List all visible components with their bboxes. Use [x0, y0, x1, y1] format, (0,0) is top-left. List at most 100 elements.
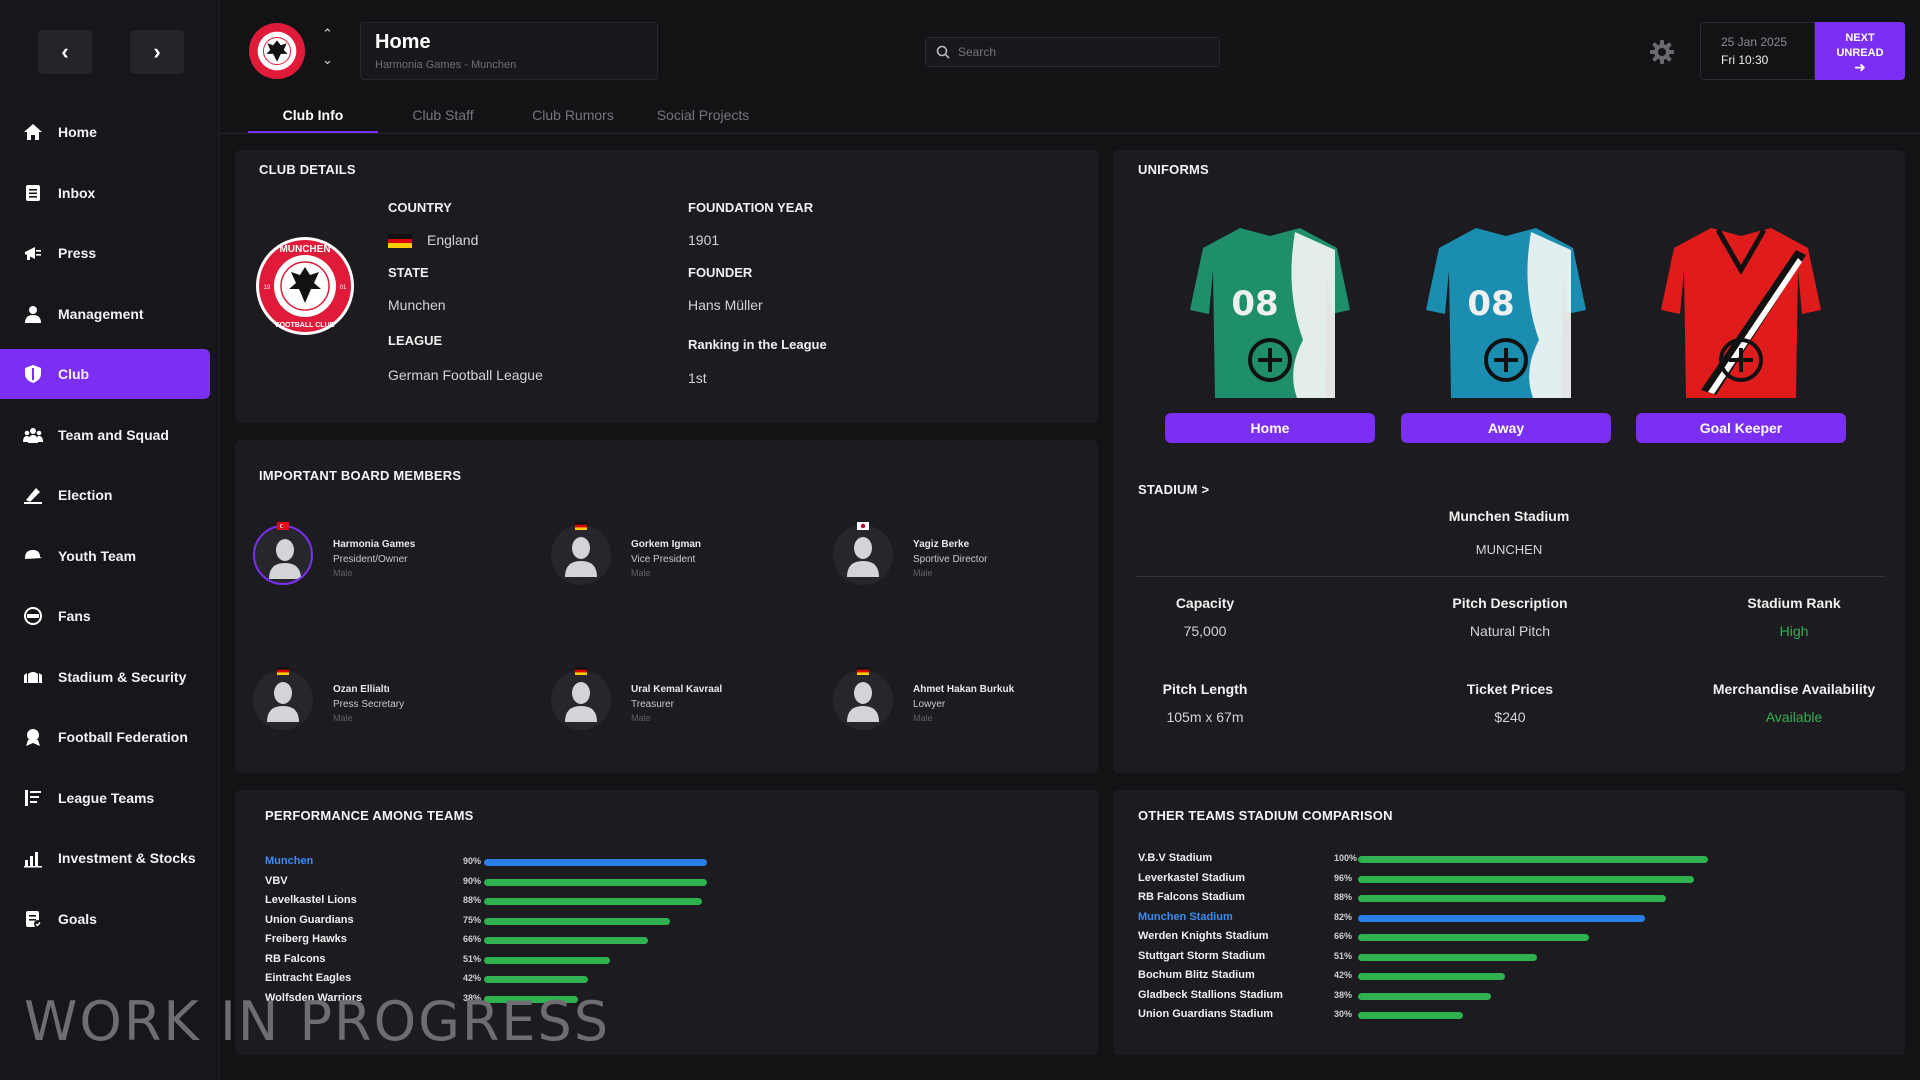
unread-label: UNREAD — [1836, 47, 1884, 59]
stadium-link[interactable]: STADIUM > — [1138, 482, 1210, 497]
stadium-comparison-panel: OTHER TEAMS STADIUM COMPARISON V.B.V Sta… — [1113, 790, 1905, 1055]
club-logo[interactable] — [248, 22, 306, 80]
sidebar-item-league-teams[interactable]: League Teams — [0, 773, 210, 823]
sidebar-item-label: Team and Squad — [58, 426, 169, 443]
member-name: Ozan Ellialtı — [333, 684, 390, 695]
stadium-stat-label: Capacity — [1175, 595, 1235, 611]
chart-icon — [22, 847, 44, 869]
federation-icon — [22, 726, 44, 748]
sidebar-item-goals[interactable]: Goals — [0, 894, 210, 944]
uniform-goal-keeper-button[interactable]: Goal Keeper — [1636, 413, 1846, 443]
board-member-card[interactable]: Harmonia Games President/Owner Male — [253, 522, 523, 595]
board-member-card[interactable]: Ozan Ellialtı Press Secretary Male — [253, 667, 523, 740]
sidebar-item-press[interactable]: Press — [0, 228, 210, 278]
next-unread-button[interactable]: NEXT UNREAD ➜ — [1815, 22, 1905, 80]
sidebar-item-election[interactable]: Election — [0, 470, 210, 520]
search-input[interactable] — [958, 45, 1198, 59]
bar-fill — [484, 917, 670, 925]
tab-club-staff[interactable]: Club Staff — [412, 107, 474, 123]
gear-icon[interactable] — [1648, 38, 1676, 66]
avatar — [253, 525, 313, 585]
bar-label: Werden Knights Stadium — [1138, 930, 1269, 942]
sidebar-item-label: Stadium & Security — [58, 668, 187, 685]
bar-row: Stuttgart Storm Stadium 51% — [1138, 950, 1708, 966]
bar-percent: 51% — [1334, 950, 1353, 961]
jersey-home[interactable]: 08 — [1185, 210, 1355, 400]
sidebar-item-home[interactable]: Home — [0, 107, 210, 157]
stadium-stat-value: Available — [1765, 709, 1823, 725]
bar-label: V.B.V Stadium — [1138, 852, 1213, 864]
member-role: Vice President — [631, 554, 696, 565]
chevron-right-icon: › — [153, 39, 161, 64]
tab-club-info[interactable]: Club Info — [248, 100, 378, 134]
avatar — [833, 525, 893, 585]
sidebar-item-label: Football Federation — [58, 729, 188, 745]
uniform-away-button[interactable]: Away — [1401, 413, 1611, 443]
bar-fill — [484, 976, 589, 983]
stadium-stat-value: $240 — [1494, 709, 1526, 725]
bar-fill — [1358, 973, 1505, 980]
sidebar-item-label: Election — [58, 487, 113, 503]
chevron-down-icon[interactable]: ⌄ — [322, 52, 333, 67]
sidebar-item-investment-stocks[interactable]: Investment & Stocks — [0, 833, 210, 883]
uniform-home-button[interactable]: Home — [1165, 413, 1375, 443]
tab-social-projects[interactable]: Social Projects — [656, 107, 750, 123]
chevron-up-icon[interactable]: ⌃ — [322, 26, 333, 41]
sidebar-item-fans[interactable]: Fans — [0, 591, 210, 641]
sidebar-item-label: Home — [58, 124, 97, 140]
sidebar-item-football-federation[interactable]: Football Federation — [0, 712, 210, 762]
founder-label: FOUNDER — [688, 265, 753, 280]
sidebar-item-stadium-security[interactable]: Stadium & Security — [0, 652, 210, 702]
bar-fill — [1358, 992, 1491, 1000]
board-member-card[interactable]: Yagiz Berke Sportive Director Male — [833, 522, 1103, 595]
sidebar-item-team-and-squad[interactable]: Team and Squad — [0, 410, 210, 460]
board-member-card[interactable]: Ahmet Hakan Burkuk Lowyer Male — [833, 667, 1103, 740]
stadium-stat-value: 105m x 67m — [1166, 709, 1244, 725]
bar-row: Werden Knights Stadium 66% — [1138, 930, 1708, 946]
sidebar-item-label: Inbox — [58, 184, 96, 201]
bar-label: Munchen Stadium — [1138, 910, 1233, 923]
bar-percent: 38% — [463, 992, 482, 1003]
member-role: Press Secretary — [333, 699, 405, 710]
sidebar-item-management[interactable]: Management — [0, 289, 210, 339]
cap-icon — [22, 545, 44, 567]
avatar — [551, 670, 611, 730]
bar-label: RB Falcons — [265, 952, 326, 965]
tab-club-rumors[interactable]: Club Rumors — [532, 107, 614, 123]
sidebar-item-label: Fans — [58, 608, 91, 624]
league-value: German Football League — [388, 367, 543, 383]
stadium-stat-label: Ticket Prices — [1466, 681, 1554, 697]
jersey-away[interactable]: 08 — [1421, 210, 1591, 400]
member-gender: Male — [913, 568, 933, 578]
sidebar-item-youth-team[interactable]: Youth Team — [0, 531, 210, 581]
jersey-goal-keeper[interactable] — [1656, 210, 1826, 400]
crest-right-text: 01 — [340, 285, 347, 291]
stadium-stat-label: Stadium Rank — [1747, 595, 1841, 611]
japan-flag-icon — [857, 522, 869, 530]
bar-fill — [1358, 895, 1666, 902]
avatar — [833, 670, 893, 730]
member-name: Ural Kemal Kavraal — [631, 684, 723, 695]
sidebar-item-inbox[interactable]: Inbox — [0, 168, 210, 218]
bar-fill — [1358, 875, 1694, 883]
bar-percent: 90% — [463, 856, 482, 866]
turkey-flag-icon — [277, 522, 289, 530]
bar-label: VBV — [265, 874, 288, 887]
current-time: Fri 10:30 — [1721, 53, 1769, 67]
board-members-title: IMPORTANT BOARD MEMBERS — [259, 468, 462, 483]
avatar — [551, 525, 611, 585]
forward-button[interactable]: › — [130, 30, 184, 74]
bar-label: Munchen — [265, 855, 314, 867]
bar-fill — [484, 956, 611, 964]
club-details-panel: CLUB DETAILS MUNCHEN FOOTBALL CLUB 19 01… — [235, 150, 1098, 423]
back-button[interactable]: ‹ — [38, 30, 92, 74]
bar-fill — [1358, 953, 1537, 961]
bar-row: Gladbeck Stallions Stadium 38% — [1138, 989, 1708, 1005]
bar-row: Bochum Blitz Stadium 42% — [1138, 969, 1708, 985]
search-box[interactable] — [925, 37, 1220, 67]
sidebar-item-club[interactable]: Club — [0, 349, 210, 399]
board-member-card[interactable]: Ural Kemal Kavraal Treasurer Male — [551, 667, 821, 740]
board-member-card[interactable]: Gorkem Igman Vice President Male — [551, 522, 821, 595]
foundation-value: 1901 — [688, 232, 720, 248]
foundation-label: FOUNDATION YEAR — [688, 200, 814, 215]
